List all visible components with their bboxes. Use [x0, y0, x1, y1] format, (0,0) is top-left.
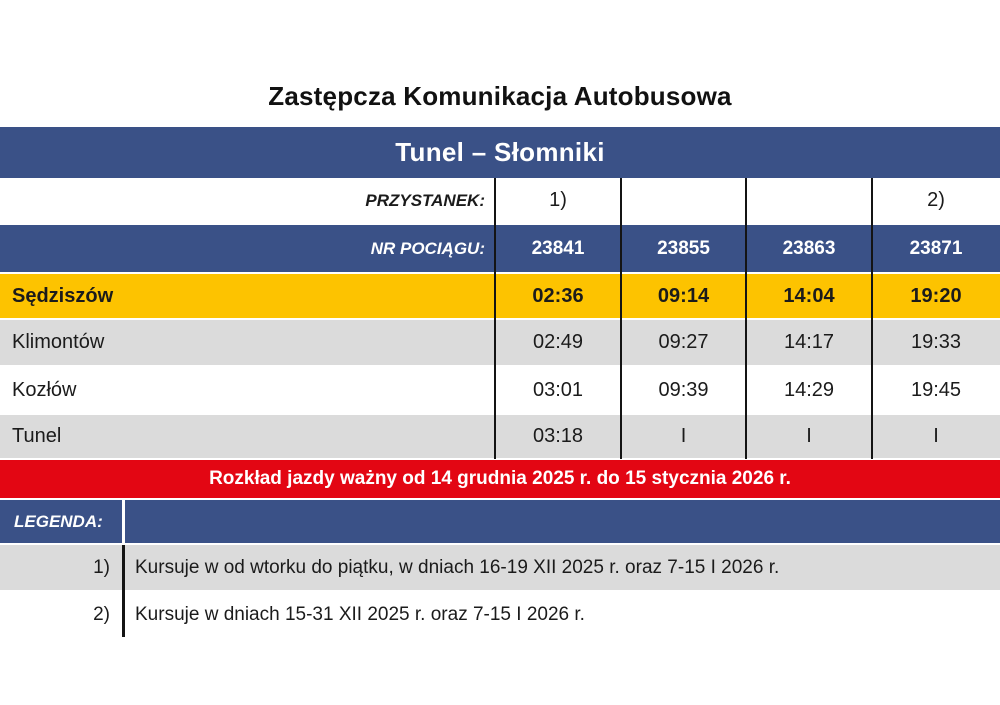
validity-text: Rozkład jazdy ważny od 14 grudnia 2025 r…: [209, 468, 791, 489]
departure-time: I: [806, 425, 812, 447]
departure-time: 02:49: [532, 331, 584, 353]
legend-ref: 2): [93, 603, 110, 625]
route-title: Tunel – Słomniki: [395, 137, 605, 167]
station-row: Klimontów 02:49 09:27 14:17 19:33: [0, 320, 1000, 365]
train-number: 23855: [657, 237, 710, 259]
przystanek-label: PRZYSTANEK:: [365, 190, 485, 210]
departure-time: 14:17: [783, 331, 835, 353]
route-header: Tunel – Słomniki: [0, 127, 1000, 178]
departure-time: 19:45: [910, 378, 962, 401]
station-row: Tunel 03:18 I I I: [0, 415, 1000, 458]
departure-time: 03:18: [532, 425, 584, 447]
departure-time: 02:36: [532, 284, 584, 307]
page-title: Zastępcza Komunikacja Autobusowa: [268, 81, 732, 111]
legend-divider: [122, 500, 125, 543]
legend-item: 1) Kursuje w od wtorku do piątku, w dnia…: [0, 545, 1000, 590]
legend-header: LEGENDA:: [0, 500, 1000, 543]
departure-time: I: [933, 425, 939, 447]
legend-divider: [122, 545, 125, 637]
legend-header-label: LEGENDA:: [14, 511, 103, 531]
legend-item: 2) Kursuje w dniach 15-31 XII 2025 r. or…: [0, 592, 1000, 637]
stop-note: [621, 178, 746, 223]
legend-text: Kursuje w od wtorku do piątku, w dniach …: [135, 556, 780, 578]
stop-note: 1): [549, 189, 567, 211]
train-number: 23871: [909, 237, 963, 259]
departure-time: 09:39: [658, 378, 709, 401]
station-row: Sędziszów 02:36 09:14 14:04 19:20: [0, 274, 1000, 318]
column-divider: [871, 178, 873, 459]
departure-time: 14:04: [783, 284, 835, 307]
station-name: Kozłów: [12, 378, 77, 401]
validity-banner: Rozkład jazdy ważny od 14 grudnia 2025 r…: [0, 460, 1000, 498]
station-row: Kozłów 03:01 09:39 14:29 19:45: [0, 367, 1000, 413]
station-name: Sędziszów: [12, 284, 114, 307]
stop-note: 2): [927, 189, 945, 211]
departure-time: 14:29: [783, 378, 835, 401]
departure-time: 19:33: [910, 331, 962, 353]
departure-time: I: [680, 425, 687, 447]
train-number-row: NR POCIĄGU: 23841 23855 23863 23871: [0, 225, 1000, 272]
station-name: Tunel: [12, 425, 62, 447]
column-divider: [620, 178, 622, 459]
legend-ref: 1): [93, 556, 110, 578]
departure-time: 09:27: [658, 331, 709, 353]
stop-note: [746, 178, 872, 223]
train-number-label: NR POCIĄGU:: [370, 238, 485, 258]
station-name: Klimontów: [12, 331, 105, 353]
train-number: 23863: [782, 237, 836, 259]
column-divider: [745, 178, 747, 459]
legend-text: Kursuje w dniach 15-31 XII 2025 r. oraz …: [135, 603, 585, 625]
departure-time: 03:01: [532, 378, 584, 401]
departure-time: 19:20: [910, 284, 962, 307]
train-number: 23841: [531, 237, 585, 259]
stop-note-row: PRZYSTANEK: 1) 2): [0, 178, 1000, 223]
column-divider: [494, 178, 496, 459]
departure-time: 09:14: [657, 284, 710, 307]
